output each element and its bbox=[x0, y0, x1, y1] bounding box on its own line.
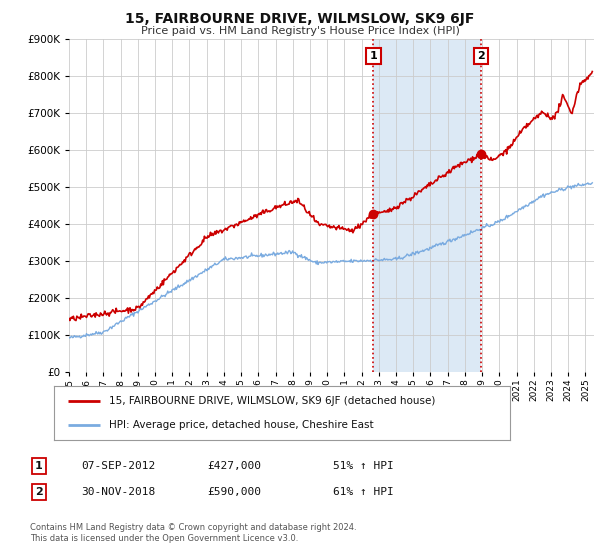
Text: £590,000: £590,000 bbox=[207, 487, 261, 497]
Text: Contains HM Land Registry data © Crown copyright and database right 2024.: Contains HM Land Registry data © Crown c… bbox=[30, 523, 356, 532]
Text: 30-NOV-2018: 30-NOV-2018 bbox=[81, 487, 155, 497]
Text: 1: 1 bbox=[370, 51, 377, 61]
Text: 2: 2 bbox=[35, 487, 43, 497]
Text: 07-SEP-2012: 07-SEP-2012 bbox=[81, 461, 155, 471]
Text: 51% ↑ HPI: 51% ↑ HPI bbox=[333, 461, 394, 471]
Text: This data is licensed under the Open Government Licence v3.0.: This data is licensed under the Open Gov… bbox=[30, 534, 298, 543]
Text: 15, FAIRBOURNE DRIVE, WILMSLOW, SK9 6JF: 15, FAIRBOURNE DRIVE, WILMSLOW, SK9 6JF bbox=[125, 12, 475, 26]
Text: 2: 2 bbox=[477, 51, 485, 61]
Text: 61% ↑ HPI: 61% ↑ HPI bbox=[333, 487, 394, 497]
Bar bbox=[373, 39, 481, 372]
Text: HPI: Average price, detached house, Cheshire East: HPI: Average price, detached house, Ches… bbox=[109, 419, 373, 430]
Text: 1: 1 bbox=[35, 461, 43, 471]
Text: 15, FAIRBOURNE DRIVE, WILMSLOW, SK9 6JF (detached house): 15, FAIRBOURNE DRIVE, WILMSLOW, SK9 6JF … bbox=[109, 396, 435, 407]
Text: £427,000: £427,000 bbox=[207, 461, 261, 471]
Text: Price paid vs. HM Land Registry's House Price Index (HPI): Price paid vs. HM Land Registry's House … bbox=[140, 26, 460, 36]
